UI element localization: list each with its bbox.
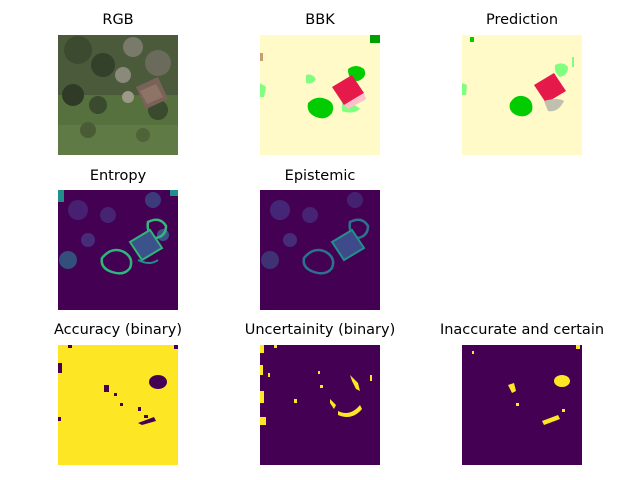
rgb-title: RGB <box>102 12 134 28</box>
epistemic-image <box>260 190 380 310</box>
accuracy-image <box>58 345 178 465</box>
bbk-image <box>260 35 380 155</box>
entropy-title: Entropy <box>89 168 147 184</box>
bbk-title: BBK <box>305 12 335 28</box>
entropy-image <box>58 190 178 310</box>
prediction-image <box>462 35 582 155</box>
uncertainty-image <box>260 345 380 465</box>
uncertainty-title: Uncertainity (binary) <box>244 322 396 338</box>
prediction-title: Prediction <box>485 12 559 28</box>
epistemic-title: Epistemic <box>284 168 356 184</box>
inaccurate-title: Inaccurate and certain <box>439 322 605 338</box>
accuracy-title: Accuracy (binary) <box>54 322 182 338</box>
inaccurate-image <box>462 345 582 465</box>
rgb-image <box>58 35 178 155</box>
